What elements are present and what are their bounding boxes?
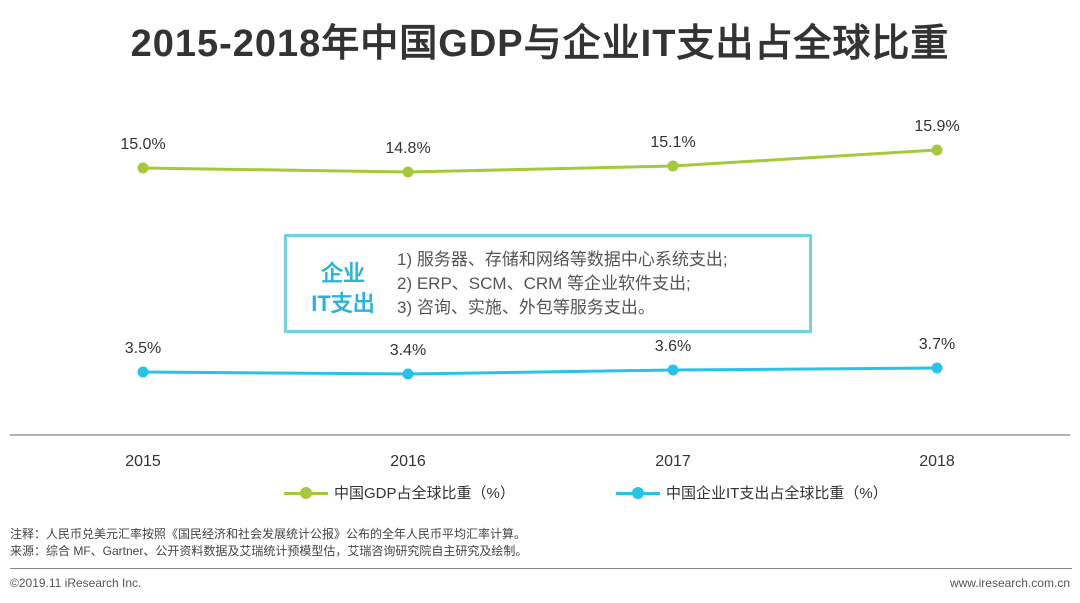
it-box-items: 1) 服务器、存储和网络等数据中心系统支出; 2) ERP、SCM、CRM 等企… bbox=[397, 248, 728, 320]
it-data-label: 3.7% bbox=[919, 336, 955, 353]
it-series-line bbox=[142, 366, 938, 376]
legend-swatch-gdp bbox=[284, 483, 328, 503]
it-spending-box: 企业 IT支出 1) 服务器、存储和网络等数据中心系统支出; 2) ERP、SC… bbox=[284, 234, 812, 333]
legend-label-it: 中国企业IT支出占全球比重（%） bbox=[666, 485, 888, 502]
it-data-label: 3.6% bbox=[655, 338, 691, 355]
gdp-data-point bbox=[137, 162, 149, 174]
legend-item-gdp: 中国GDP占全球比重（%） bbox=[284, 482, 515, 503]
gdp-data-point bbox=[931, 144, 943, 156]
x-tick-label: 2018 bbox=[919, 453, 955, 470]
gdp-data-point bbox=[667, 160, 679, 172]
legend-dot-it bbox=[632, 486, 644, 499]
notes-block: 注释：人民币兑美元汇率按照《国民经济和社会发展统计公报》公布的全年人民币平均汇率… bbox=[10, 526, 527, 560]
legend-label-gdp: 中国GDP占全球比重（%） bbox=[334, 485, 515, 502]
it-data-point bbox=[667, 364, 679, 376]
legend-item-it: 中国企业IT支出占全球比重（%） bbox=[616, 482, 888, 503]
it-box-title-line1: 企业 bbox=[320, 261, 365, 286]
it-box-item: 1) 服务器、存储和网络等数据中心系统支出; bbox=[397, 250, 728, 269]
gdp-data-label: 15.9% bbox=[914, 118, 959, 135]
it-box-title: 企业 IT支出 bbox=[299, 259, 387, 319]
it-data-label: 3.5% bbox=[125, 340, 161, 357]
gdp-data-label: 15.0% bbox=[120, 136, 165, 153]
it-data-point bbox=[402, 368, 414, 380]
gdp-data-label: 14.8% bbox=[385, 140, 430, 157]
it-data-point bbox=[931, 362, 943, 374]
it-box-title-line2: IT支出 bbox=[311, 291, 375, 316]
gdp-data-point bbox=[402, 166, 414, 178]
source-text: 来源：综合 MF、Gartner、公开资料数据及艾瑞统计预模型估，艾瑞咨询研究院… bbox=[10, 544, 528, 558]
chart-title: 2015-2018年中国GDP与企业IT支出占全球比重 bbox=[130, 23, 950, 65]
gdp-data-label: 15.1% bbox=[650, 134, 695, 151]
footer-divider bbox=[10, 568, 1072, 569]
it-data-label: 3.4% bbox=[390, 342, 426, 359]
chart-legend: 中国GDP占全球比重（%） 中国企业IT支出占全球比重（%） bbox=[0, 482, 1080, 508]
x-tick-label: 2017 bbox=[655, 453, 691, 470]
it-box-item: 3) 咨询、实施、外包等服务支出。 bbox=[397, 298, 655, 317]
it-data-point bbox=[137, 366, 149, 378]
it-box-item: 2) ERP、SCM、CRM 等企业软件支出; bbox=[397, 274, 691, 293]
note-text: 注释：人民币兑美元汇率按照《国民经济和社会发展统计公报》公布的全年人民币平均汇率… bbox=[10, 527, 527, 541]
legend-swatch-it bbox=[616, 483, 660, 503]
x-tick-label: 2015 bbox=[125, 453, 161, 470]
footer-website: www.iresearch.com.cn bbox=[949, 576, 1070, 590]
legend-dot-gdp bbox=[300, 486, 312, 499]
gdp-series-line bbox=[142, 148, 938, 174]
footer-copyright: ©2019.11 iResearch Inc. bbox=[10, 576, 142, 590]
x-tick-label: 2016 bbox=[390, 453, 426, 470]
